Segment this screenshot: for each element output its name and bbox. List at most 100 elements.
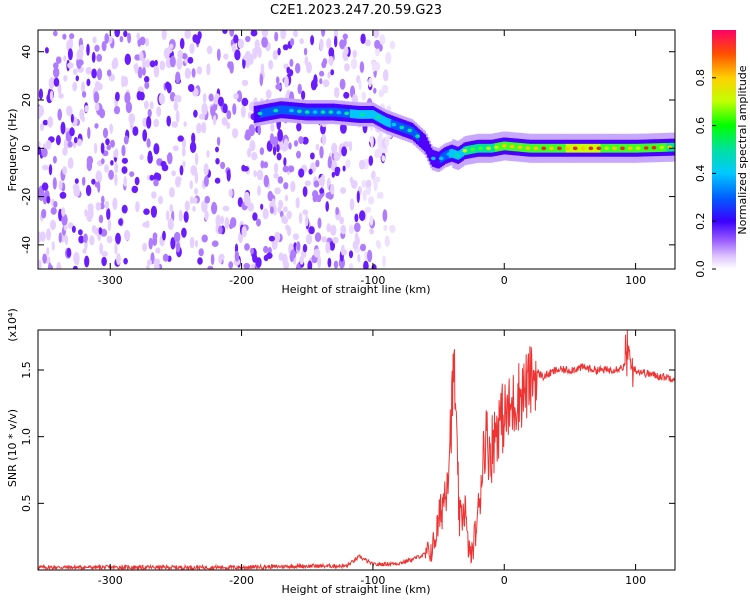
track-core: [442, 152, 445, 161]
noise-speck: [371, 60, 377, 72]
noise-speck: [321, 60, 327, 69]
noise-speck: [58, 180, 63, 191]
noise-speck: [142, 67, 146, 76]
noise-speck: [371, 264, 377, 269]
track-core: [403, 124, 406, 133]
noise-speck: [339, 216, 345, 225]
noise-speck: [143, 208, 150, 215]
track-core: [460, 149, 463, 158]
noise-speck: [342, 165, 346, 172]
track-core: [430, 151, 433, 161]
track-core: [349, 109, 353, 118]
track-core: [608, 143, 611, 153]
track-core: [419, 134, 422, 143]
noise-speck: [326, 223, 332, 233]
noise-speck: [215, 158, 220, 165]
spectrogram-x-label: Height of straight line (km): [281, 283, 430, 296]
noise-speck: [327, 257, 332, 268]
noise-speck: [341, 146, 347, 157]
noise-speck: [178, 209, 183, 222]
noise-speck: [382, 255, 386, 268]
noise-speck: [280, 30, 287, 40]
noise-speck: [196, 66, 203, 75]
track-peak: [289, 108, 294, 113]
track-core: [387, 118, 390, 128]
noise-speck: [206, 45, 213, 55]
noise-speck: [339, 78, 346, 90]
noise-speck: [38, 259, 42, 269]
noise-speck: [149, 174, 155, 181]
noise-speck: [189, 196, 194, 205]
noise-speck: [354, 222, 361, 233]
noise-speck: [62, 147, 68, 156]
track-core: [539, 143, 542, 153]
noise-speck: [263, 245, 269, 254]
noise-speck: [142, 242, 148, 252]
noise-speck: [106, 144, 111, 151]
noise-speck: [314, 232, 322, 243]
noise-speck: [57, 108, 62, 121]
track-core: [592, 143, 595, 153]
noise-speck: [261, 30, 269, 38]
snr-frame: [37, 329, 676, 571]
noise-speck: [189, 43, 195, 54]
noise-speck: [342, 141, 350, 148]
noise-speck: [73, 136, 78, 144]
track-core: [507, 141, 510, 151]
noise-speck: [210, 253, 215, 266]
noise-speck: [94, 123, 99, 129]
track-core: [537, 143, 540, 153]
noise-speck: [62, 33, 67, 40]
noise-speck: [69, 127, 75, 137]
track-core: [342, 108, 345, 118]
noise-speck: [156, 173, 162, 181]
noise-speck: [114, 242, 118, 255]
noise-speck: [194, 152, 199, 166]
noise-speck: [342, 33, 348, 40]
noise-speck: [204, 195, 211, 204]
noise-speck: [171, 121, 178, 128]
track-peak: [509, 144, 515, 149]
x-tick-label: 100: [625, 574, 646, 587]
track-core: [584, 143, 587, 153]
track-peak: [352, 112, 357, 116]
track-core: [513, 142, 516, 152]
track-peak: [297, 109, 302, 114]
noise-speck: [52, 177, 57, 190]
noise-speck: [319, 78, 323, 85]
noise-speck: [41, 208, 47, 219]
noise-speck: [188, 84, 195, 92]
noise-speck: [374, 39, 381, 50]
noise-speck: [224, 216, 230, 229]
noise-speck: [52, 155, 57, 164]
noise-speck: [152, 232, 158, 240]
noise-speck: [328, 55, 334, 66]
noise-speck: [290, 180, 296, 193]
noise-speck: [234, 49, 241, 61]
track-core: [340, 108, 343, 118]
noise-speck: [139, 51, 144, 62]
track-core: [286, 105, 289, 115]
noise-speck: [85, 67, 92, 75]
noise-speck: [232, 103, 237, 115]
noise-speck: [189, 141, 197, 153]
spectrogram-x-ticks: -300 -200 -100 0 100: [98, 30, 646, 287]
noise-speck: [93, 142, 98, 154]
track-peak: [580, 146, 586, 151]
noise-speck: [211, 240, 219, 247]
noise-speck: [165, 210, 170, 221]
noise-speck: [167, 152, 173, 165]
track-core: [554, 143, 557, 153]
track-core: [562, 143, 565, 153]
noise-speck: [159, 60, 166, 71]
noise-speck: [156, 106, 162, 117]
track-core: [641, 143, 644, 153]
noise-speck: [91, 51, 96, 63]
noise-speck: [129, 171, 135, 177]
track-core: [365, 110, 368, 119]
noise-speck: [384, 235, 390, 248]
noise-speck: [106, 69, 112, 77]
noise-speck: [124, 56, 131, 65]
